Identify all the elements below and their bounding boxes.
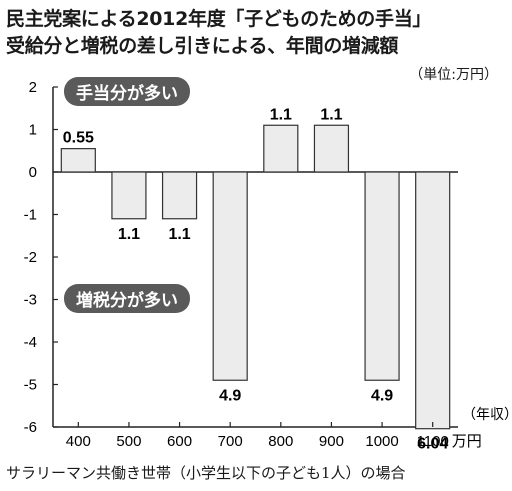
data-label-500: 1.1 [118, 226, 140, 243]
x-tick-label-700: 700 [218, 433, 243, 450]
x-tick-label-500: 500 [116, 433, 141, 450]
chart-title-line1: 民主党案による2012年度「子どものための手当」 [6, 8, 432, 30]
data-label-800: 1.1 [270, 106, 292, 123]
callout-allowance-more: 手当分が多い [64, 77, 190, 106]
y-tick-label--3: -3 [24, 292, 37, 309]
data-label-1000: 4.9 [371, 387, 393, 404]
bar-800 [263, 124, 299, 173]
footnote: サラリーマン共働き世帯（小学生以下の子ども1人）の場合 [6, 464, 406, 482]
x-unit-label: 万円 [452, 433, 482, 450]
data-label-600: 1.1 [168, 226, 190, 243]
x-tick-label-900: 900 [319, 433, 344, 450]
x-tick-label-400: 400 [66, 433, 91, 450]
data-label-900: 1.1 [320, 106, 342, 123]
data-label-1100: 6.04 [417, 436, 448, 453]
bar-1000 [364, 171, 400, 381]
x-axis-note: （年収） [462, 406, 512, 422]
bar-700 [212, 171, 248, 381]
unit-label: （単位:万円） [409, 67, 498, 83]
data-label-700: 4.9 [219, 387, 241, 404]
bar-900 [313, 124, 350, 173]
x-tick-label-800: 800 [268, 433, 293, 450]
y-tick-label--5: -5 [24, 377, 37, 394]
x-tick-label-1100: 1100 [417, 433, 449, 450]
chart-title-line2: 受給分と増税の差し引きによる、年間の増減額 [6, 35, 399, 57]
y-tick-label-2: 2 [29, 79, 37, 96]
y-tick-label--6: -6 [24, 419, 37, 436]
y-tick-label--2: -2 [24, 249, 37, 266]
bar-1100 [415, 171, 451, 430]
y-tick-label--4: -4 [24, 334, 37, 351]
y-tick-label--1: -1 [24, 207, 37, 224]
bar-400 [60, 148, 96, 173]
y-tick-label-1: 1 [29, 122, 37, 139]
data-label-400: 0.55 [63, 130, 94, 147]
bar-500 [111, 171, 147, 220]
x-tick-label-1000: 1000 [365, 433, 398, 450]
y-tick-label-0: 0 [29, 164, 37, 181]
bar-600 [161, 171, 198, 220]
callout-tax-more: 増税分が多い [64, 284, 190, 313]
x-tick-label-600: 600 [167, 433, 192, 450]
